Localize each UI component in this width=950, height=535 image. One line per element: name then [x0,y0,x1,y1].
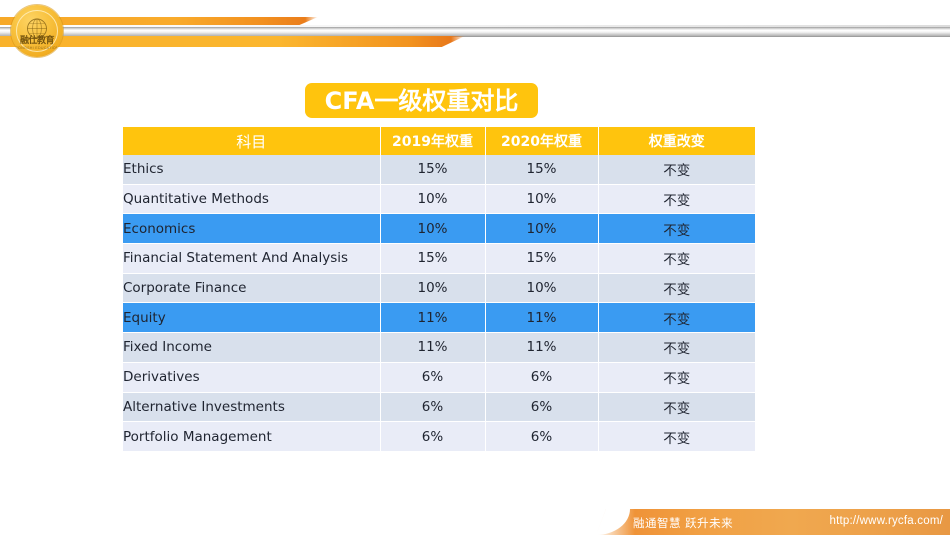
table-row: Economics 10% 10% 不变 [123,213,755,245]
cell-weight-2019: 10% [380,213,486,245]
cell-subject: Corporate Finance [123,273,381,304]
table-row: Corporate Finance 10% 10% 不变 [123,273,755,304]
table-row: Equity 11% 11% 不变 [123,302,755,334]
table-row: Derivatives 6% 6% 不变 [123,362,755,393]
cell-weight-change: 不变 [598,362,755,393]
cell-weight-2019: 11% [380,332,486,363]
cell-weight-2019: 6% [380,392,486,423]
brand-logo: 融仕教育 RONGSHI EDUCATION [11,5,63,57]
cell-weight-2019: 15% [380,155,486,185]
cell-weight-2020: 11% [485,302,599,334]
table-row: Quantitative Methods 10% 10% 不变 [123,184,755,215]
cell-subject: Derivatives [123,362,381,393]
cell-weight-change: 不变 [598,273,755,304]
logo-ring [16,10,58,52]
cell-weight-2020: 10% [485,213,599,245]
logo-english-name: RONGSHI EDUCATION [15,46,59,50]
weights-table-container: 科目 2019年权重 2020年权重 权重改变 Ethics 15% 15% 不变 Qu… [123,127,755,452]
banner-orange-stripe-bottom [0,36,465,47]
cell-weight-change: 不变 [598,213,755,245]
banner-silver-highlight [0,25,950,27]
banner-orange-stripe-top [0,17,318,28]
banner-silver-bar [0,27,950,37]
cell-weight-2020: 11% [485,332,599,363]
cell-weight-change: 不变 [598,421,755,452]
top-banner [0,0,950,60]
column-header-weight-change: 权重改变 [598,127,755,155]
table-row: Financial Statement And Analysis 15% 15% 不变 [123,243,755,274]
cell-subject: Equity [123,302,381,334]
cell-weight-change: 不变 [598,332,755,363]
cell-weight-2020: 6% [485,421,599,452]
cell-weight-2019: 10% [380,273,486,304]
table-row: Ethics 15% 15% 不变 [123,155,755,185]
cell-weight-2020: 15% [485,155,599,185]
weights-table: 科目 2019年权重 2020年权重 权重改变 Ethics 15% 15% 不变 Qu… [123,127,755,452]
cell-weight-2020: 15% [485,243,599,274]
page-title-text: CFA一级权重对比 [324,86,519,115]
table-row: Alternative Investments 6% 6% 不变 [123,392,755,423]
cell-weight-2019: 11% [380,302,486,334]
cell-weight-change: 不变 [598,155,755,185]
table-row: Portfolio Management 6% 6% 不变 [123,421,755,452]
logo-chinese-name: 融仕教育 [19,36,55,46]
cell-subject: Financial Statement And Analysis [123,243,381,274]
footer-website-url[interactable]: http://www.rycfa.com/ [829,515,943,527]
cell-subject: Ethics [123,155,381,185]
page-title: CFA一级权重对比 [305,83,538,118]
cell-subject: Quantitative Methods [123,184,381,215]
cell-weight-2020: 6% [485,392,599,423]
cell-weight-change: 不变 [598,392,755,423]
footer-bar: 融通智慧 跃升未来 http://www.rycfa.com/ [596,509,950,535]
column-header-subject: 科目 [123,127,381,155]
cell-weight-2020: 10% [485,273,599,304]
globe-icon [27,18,47,39]
column-header-weight-2019: 2019年权重 [380,127,486,155]
table-row: Fixed Income 11% 11% 不变 [123,332,755,363]
footer-slogan: 融通智慧 跃升未来 [633,516,734,530]
column-header-weight-2020: 2020年权重 [485,127,599,155]
cell-weight-2019: 6% [380,362,486,393]
cell-weight-change: 不变 [598,302,755,334]
cell-weight-2020: 6% [485,362,599,393]
cell-subject: Portfolio Management [123,421,381,452]
weights-table-body: Ethics 15% 15% 不变 Quantitative Methods 10% 10%… [123,155,755,452]
cell-weight-2019: 10% [380,184,486,215]
cell-weight-change: 不变 [598,184,755,215]
table-header-row: 科目 2019年权重 2020年权重 权重改变 [123,127,755,155]
cell-weight-2020: 10% [485,184,599,215]
cell-weight-2019: 6% [380,421,486,452]
cell-weight-2019: 15% [380,243,486,274]
cell-subject: Fixed Income [123,332,381,363]
cell-weight-change: 不变 [598,243,755,274]
footer-curve-cap [596,509,630,535]
cell-subject: Economics [123,213,381,245]
cell-subject: Alternative Investments [123,392,381,423]
